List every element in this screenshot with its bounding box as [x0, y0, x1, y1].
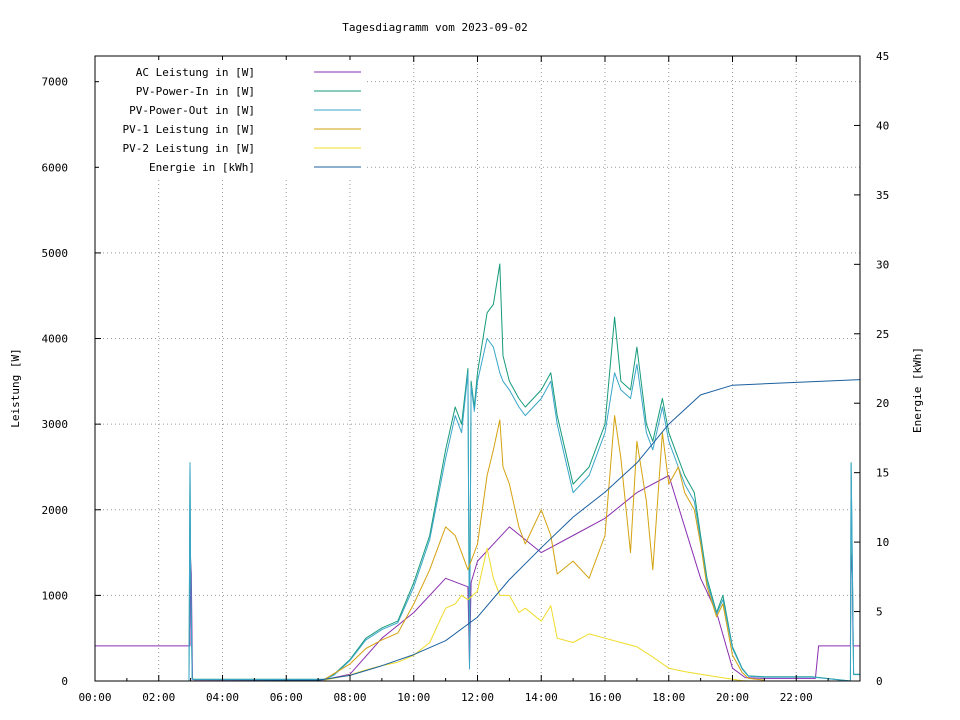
- x-tick-label: 16:00: [588, 691, 621, 704]
- x-tick-label: 14:00: [525, 691, 558, 704]
- y-tick-label: 5000: [42, 247, 69, 260]
- legend: AC Leistung in [W] PV-Power-In in [W] PV-P…: [99, 60, 367, 180]
- x-tick-label: 20:00: [716, 691, 749, 704]
- series-layer: [95, 263, 861, 682]
- series-line: [188, 338, 860, 682]
- y2-tick-label: 0: [876, 675, 883, 688]
- legend-label: PV-Power-In in [W]: [136, 85, 255, 98]
- y-tick-label: 7000: [42, 76, 69, 89]
- y-tick-label: 2000: [42, 504, 69, 517]
- y2-tick-label: 30: [876, 258, 889, 271]
- series-line: [95, 475, 860, 681]
- y2-tick-label: 5: [876, 606, 883, 619]
- y2-tick-label: 45: [876, 50, 889, 63]
- series-line: [188, 263, 860, 682]
- y-tick-label: 0: [61, 675, 68, 688]
- x-tick-label: 10:00: [397, 691, 430, 704]
- y-tick-label: 4000: [42, 333, 69, 346]
- legend-label: AC Leistung in [W]: [136, 66, 255, 79]
- series-line: [95, 379, 861, 682]
- y-axis-label: Leistung [W]: [9, 348, 22, 427]
- x-tick-label: 18:00: [652, 691, 685, 704]
- legend-label: PV-Power-Out in [W]: [129, 104, 255, 117]
- axis-ticks: 00:00 02:00 04:00 06:00 08:00 10:00 12:00 14:00…: [42, 50, 890, 704]
- y2-tick-label: 25: [876, 328, 889, 341]
- x-tick-label: 02:00: [142, 691, 175, 704]
- legend-label: Energie in [kWh]: [149, 161, 255, 174]
- y2-tick-label: 15: [876, 467, 889, 480]
- y-tick-label: 3000: [42, 418, 69, 431]
- y2-axis-label: Energie [kWh]: [911, 347, 924, 433]
- legend-label: PV-1 Leistung in [W]: [123, 123, 255, 136]
- y2-tick-label: 10: [876, 536, 889, 549]
- y-tick-label: 6000: [42, 161, 69, 174]
- y2-tick-label: 20: [876, 397, 889, 410]
- x-tick-label: 12:00: [461, 691, 494, 704]
- legend-box: [99, 60, 367, 180]
- y-tick-label: 1000: [42, 589, 69, 602]
- legend-label: PV-2 Leistung in [W]: [123, 142, 255, 155]
- y2-tick-label: 35: [876, 189, 889, 202]
- x-tick-label: 22:00: [780, 691, 813, 704]
- y2-tick-label: 40: [876, 119, 889, 132]
- series-line: [324, 547, 749, 682]
- chart-title: Tagesdiagramm vom 2023-09-02: [342, 21, 527, 34]
- x-tick-label: 00:00: [78, 691, 111, 704]
- x-tick-label: 04:00: [206, 691, 239, 704]
- x-tick-label: 06:00: [270, 691, 303, 704]
- x-tick-label: 08:00: [333, 691, 366, 704]
- series-line: [324, 415, 765, 681]
